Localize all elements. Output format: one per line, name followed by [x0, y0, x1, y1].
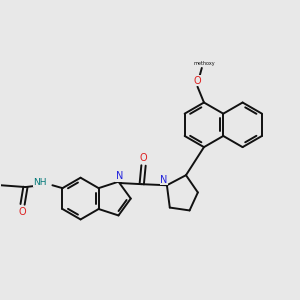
Text: NH: NH — [33, 178, 47, 187]
Text: O: O — [18, 206, 26, 217]
Text: N: N — [160, 175, 168, 184]
Text: O: O — [140, 153, 147, 163]
Text: O: O — [194, 76, 201, 85]
Text: methoxy: methoxy — [193, 61, 215, 66]
Text: N: N — [116, 171, 123, 181]
